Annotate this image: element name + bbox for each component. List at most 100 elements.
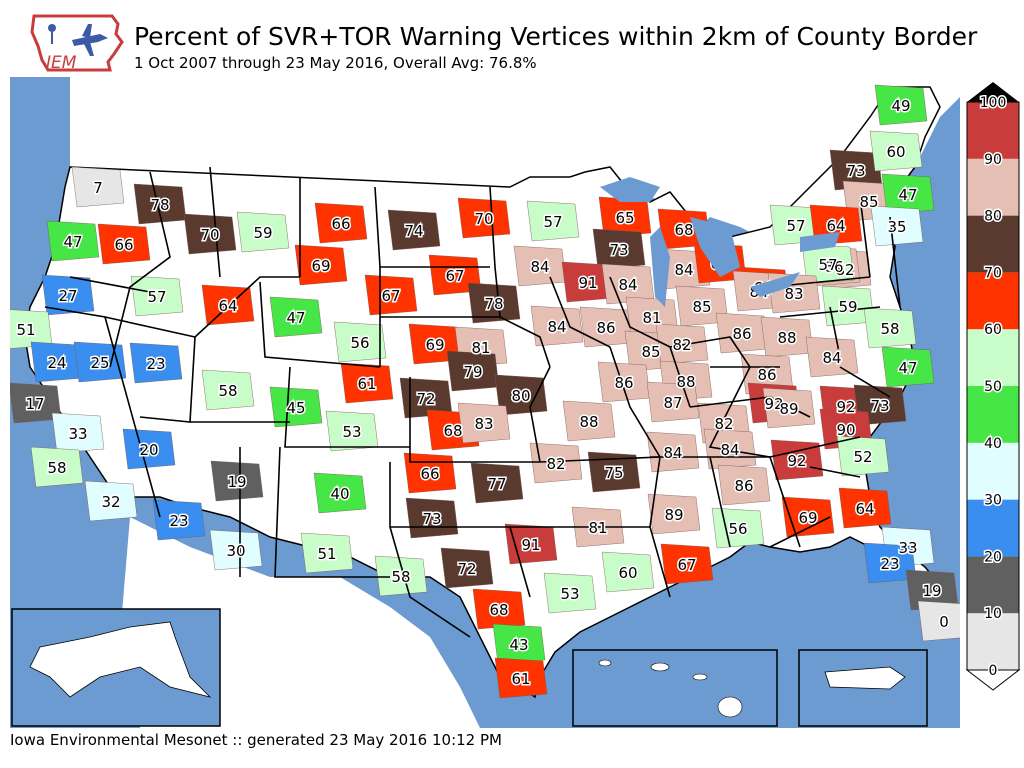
colorbar-tick-label: 90 bbox=[984, 152, 1002, 168]
region-value-label: 67 bbox=[381, 287, 400, 305]
region-fill bbox=[30, 446, 84, 488]
colorbar-tick-label: 30 bbox=[984, 493, 1002, 509]
region-value-label: 91 bbox=[521, 536, 540, 554]
region-fill bbox=[84, 480, 138, 522]
region-value-label: 83 bbox=[474, 415, 493, 433]
region-value-label: 86 bbox=[596, 319, 615, 337]
region-fill bbox=[770, 439, 824, 481]
region-value-label: 24 bbox=[47, 354, 66, 372]
region-fill bbox=[152, 499, 206, 541]
region-value-label: 84 bbox=[720, 441, 739, 459]
region-value-label: 32 bbox=[101, 493, 120, 511]
region-value-label: 86 bbox=[757, 366, 776, 384]
alaska-land bbox=[29, 621, 212, 698]
region-value-label: 74 bbox=[404, 222, 423, 240]
region-fill bbox=[403, 452, 457, 494]
region-value-label: 88 bbox=[676, 373, 695, 391]
region-value-label: 30 bbox=[226, 542, 245, 560]
colorbar-segment bbox=[967, 499, 1019, 557]
lake-ontario bbox=[800, 232, 840, 252]
region-fill bbox=[46, 220, 100, 262]
region-value-label: 90 bbox=[836, 421, 855, 439]
region-fill bbox=[364, 274, 418, 316]
region-value-label: 19 bbox=[922, 582, 941, 600]
region-value-label: 82 bbox=[714, 415, 733, 433]
region-value-label: 58 bbox=[218, 382, 237, 400]
region-value-label: 47 bbox=[286, 309, 305, 327]
region-fill bbox=[881, 346, 935, 388]
region-value-label: 85 bbox=[859, 193, 878, 211]
region-fill bbox=[703, 428, 757, 470]
region-value-label: 49 bbox=[891, 97, 910, 115]
region-fill bbox=[836, 435, 890, 477]
region-fill bbox=[183, 213, 237, 255]
region-fill bbox=[269, 296, 323, 338]
region-value-label: 59 bbox=[253, 224, 272, 242]
region-value-label: 89 bbox=[779, 400, 798, 418]
region-value-label: 69 bbox=[311, 257, 330, 275]
region-fill bbox=[313, 472, 367, 514]
region-fill bbox=[870, 205, 924, 247]
region-fill bbox=[492, 623, 546, 665]
region-value-label: 67 bbox=[445, 267, 464, 285]
region-value-label: 86 bbox=[824, 258, 843, 276]
region-value-label: 84 bbox=[822, 349, 841, 367]
region-value-label: 81 bbox=[642, 309, 661, 327]
region-fill bbox=[405, 497, 459, 539]
region-value-label: 59 bbox=[838, 298, 857, 316]
region-value-label: 64 bbox=[218, 297, 237, 315]
region-fill bbox=[472, 588, 526, 630]
region-value-label: 85 bbox=[641, 343, 660, 361]
region-fill bbox=[467, 282, 521, 324]
region-value-label: 79 bbox=[463, 363, 482, 381]
region-fill bbox=[660, 543, 714, 585]
region-fill bbox=[762, 387, 816, 429]
iem-logo: IEM bbox=[30, 14, 124, 73]
region-value-label: 53 bbox=[560, 585, 579, 603]
region-value-label: 86 bbox=[734, 477, 753, 495]
region-value-label: 7 bbox=[93, 179, 103, 197]
region-fill bbox=[494, 374, 548, 416]
region-value-label: 45 bbox=[286, 399, 305, 417]
colorbar-tick-label: 10 bbox=[984, 606, 1002, 622]
lake-superior bbox=[600, 177, 660, 202]
footer-credit: Iowa Environmental Mesonet :: generated … bbox=[10, 731, 502, 749]
region-fill bbox=[340, 362, 394, 404]
region-value-label: 66 bbox=[420, 465, 439, 483]
region-value-label: 84 bbox=[530, 258, 549, 276]
region-fill bbox=[300, 532, 354, 574]
region-value-label: 56 bbox=[350, 334, 369, 352]
region-value-label: 68 bbox=[443, 422, 462, 440]
region-fill bbox=[210, 460, 264, 502]
region-fill bbox=[387, 209, 441, 251]
colorbar-tick-label: 20 bbox=[984, 549, 1002, 565]
colorbar-tick-label: 50 bbox=[984, 379, 1002, 395]
colorbar-segment bbox=[967, 329, 1019, 386]
region-fill bbox=[592, 228, 646, 270]
lake-huron bbox=[690, 217, 740, 277]
region-fill bbox=[294, 244, 348, 286]
region-value-label: 66 bbox=[114, 236, 133, 254]
colorbar-segment bbox=[967, 556, 1019, 614]
puerto-rico-land bbox=[824, 666, 906, 690]
region-value-label: 70 bbox=[474, 210, 493, 228]
region-fill bbox=[874, 84, 928, 126]
region-value-label: 51 bbox=[16, 321, 35, 339]
region-value-label: 25 bbox=[90, 354, 109, 372]
region-fill bbox=[863, 307, 917, 349]
colorbar-outline bbox=[966, 101, 1020, 671]
region-value-label: 56 bbox=[728, 520, 747, 538]
region-value-label: 89 bbox=[664, 506, 683, 524]
colorbar-segment bbox=[967, 272, 1019, 330]
colorbar-tick-label: 0 bbox=[989, 663, 998, 679]
region-fill bbox=[201, 369, 255, 411]
region-value-label: 80 bbox=[511, 387, 530, 405]
region-fill bbox=[869, 130, 923, 172]
region-value-label: 73 bbox=[846, 162, 865, 180]
region-fill bbox=[526, 200, 580, 242]
region-fill bbox=[269, 386, 323, 428]
region-value-label: 85 bbox=[692, 298, 711, 316]
colorbar-tick-label: 40 bbox=[984, 436, 1002, 452]
region-fill bbox=[543, 572, 597, 614]
